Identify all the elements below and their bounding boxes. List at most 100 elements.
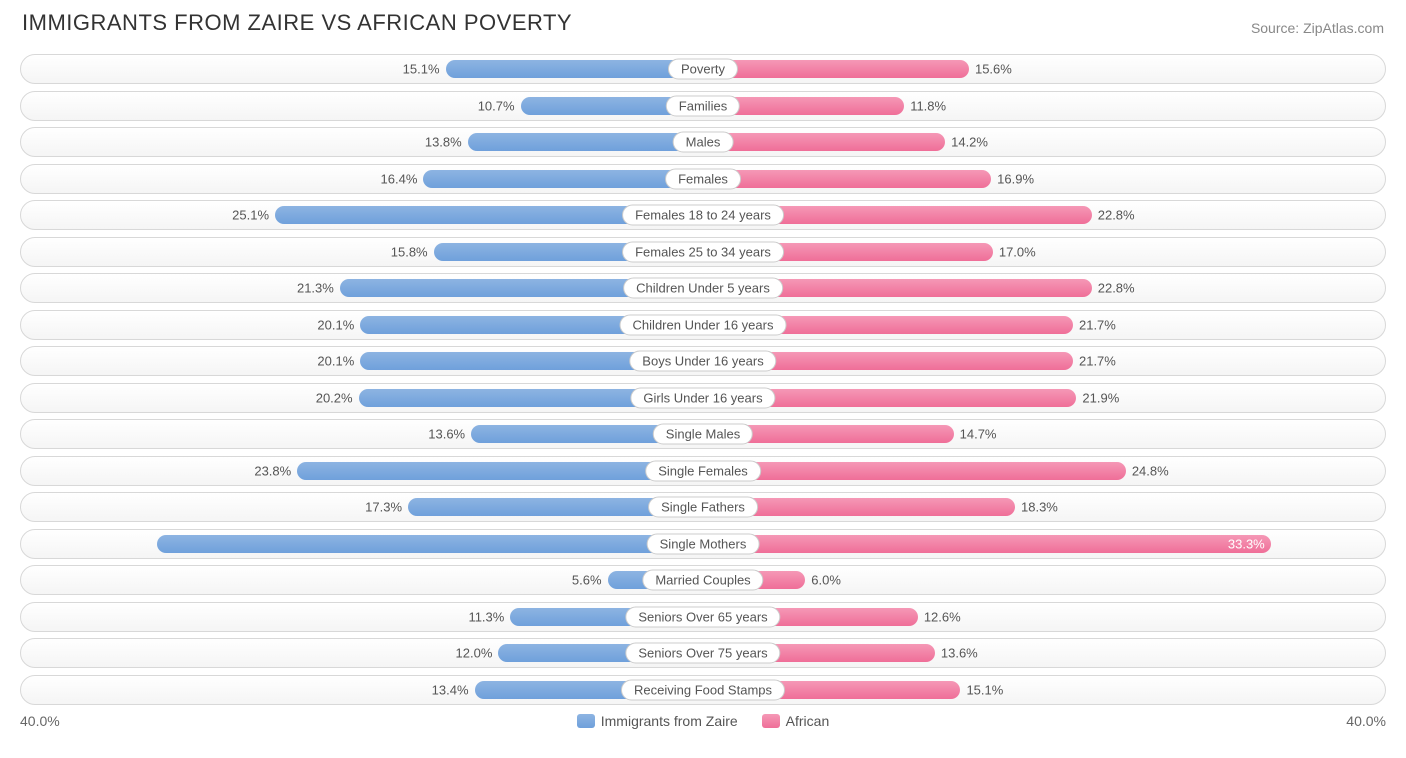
value-right: 12.6%: [918, 609, 961, 624]
bar-right: 33.3%: [703, 535, 1271, 553]
legend-swatch-pink: [762, 714, 780, 728]
value-right: 15.1%: [960, 682, 1003, 697]
chart-row: 11.3% 12.6% Seniors Over 65 years: [20, 602, 1386, 632]
bar-track-right: 15.6%: [703, 55, 1385, 83]
category-label: Receiving Food Stamps: [621, 679, 785, 700]
chart-row: 17.3% 18.3% Single Fathers: [20, 492, 1386, 522]
value-left: 12.0%: [456, 646, 499, 661]
value-left: 13.4%: [432, 682, 475, 697]
value-right: 24.8%: [1126, 463, 1169, 478]
bar-left: 16.4%: [423, 170, 703, 188]
bar-track-left: 5.6%: [21, 566, 703, 594]
bar-track-right: 6.0%: [703, 566, 1385, 594]
bar-track-left: 11.3%: [21, 603, 703, 631]
diverging-bar-chart: 15.1%15.6%Poverty10.7%11.8%Families13.8%…: [20, 54, 1386, 705]
bar-track-right: 16.9%: [703, 165, 1385, 193]
chart-row: 5.6% 6.0% Married Couples: [20, 565, 1386, 595]
value-left: 15.1%: [403, 62, 446, 77]
chart-title: IMMIGRANTS FROM ZAIRE VS AFRICAN POVERTY: [22, 10, 572, 36]
legend-swatch-blue: [577, 714, 595, 728]
value-left: 20.1%: [317, 354, 360, 369]
value-right: 14.2%: [945, 135, 988, 150]
bar-track-left: 21.3%: [21, 274, 703, 302]
value-right: 21.7%: [1073, 317, 1116, 332]
chart-row: 20.1% 21.7% Boys Under 16 years: [20, 346, 1386, 376]
value-right: 21.7%: [1073, 354, 1116, 369]
category-label: Children Under 16 years: [620, 314, 787, 335]
legend-label-right: African: [786, 713, 830, 729]
bar-track-left: 20.1%: [21, 311, 703, 339]
value-left: 10.7%: [478, 98, 521, 113]
axis-max-left: 40.0%: [20, 713, 60, 729]
bar-track-right: 13.6%: [703, 639, 1385, 667]
bar-track-left: 13.8%: [21, 128, 703, 156]
value-left: 20.1%: [317, 317, 360, 332]
chart-row: 15.1% 15.6% Poverty: [20, 54, 1386, 84]
bar-track-left: 13.6%: [21, 420, 703, 448]
value-right: 33.3%: [1228, 536, 1265, 551]
legend-label-left: Immigrants from Zaire: [601, 713, 738, 729]
value-left: 13.8%: [425, 135, 468, 150]
bar-track-right: 14.7%: [703, 420, 1385, 448]
bar-left: 15.1%: [446, 60, 703, 78]
category-label: Single Males: [653, 424, 753, 445]
category-label: Females 18 to 24 years: [622, 205, 784, 226]
bar-track-right: 21.7%: [703, 311, 1385, 339]
chart-row: 13.4% 15.1% Receiving Food Stamps: [20, 675, 1386, 705]
value-right: 15.6%: [969, 62, 1012, 77]
legend: Immigrants from Zaire African: [577, 713, 830, 729]
bar-track-left: 15.1%: [21, 55, 703, 83]
bar-track-right: 15.1%: [703, 676, 1385, 704]
chart-header: IMMIGRANTS FROM ZAIRE VS AFRICAN POVERTY…: [20, 10, 1386, 36]
value-right: 6.0%: [805, 573, 841, 588]
chart-row: 25.1% 22.8% Females 18 to 24 years: [20, 200, 1386, 230]
bar-right: 14.2%: [703, 133, 945, 151]
legend-item-right: African: [762, 713, 830, 729]
category-label: Seniors Over 75 years: [625, 643, 780, 664]
bar-track-left: 32.0%: [21, 530, 703, 558]
chart-row: 15.8%17.0%Females 25 to 34 years: [20, 237, 1386, 267]
chart-row: 32.0%33.3%Single Mothers: [20, 529, 1386, 559]
value-right: 18.3%: [1015, 500, 1058, 515]
category-label: Seniors Over 65 years: [625, 606, 780, 627]
category-label: Boys Under 16 years: [629, 351, 776, 372]
bar-track-right: 11.8%: [703, 92, 1385, 120]
category-label: Single Females: [645, 460, 761, 481]
axis-max-right: 40.0%: [1346, 713, 1386, 729]
bar-track-left: 20.1%: [21, 347, 703, 375]
value-right: 16.9%: [991, 171, 1034, 186]
chart-row: 13.6%14.7%Single Males: [20, 419, 1386, 449]
bar-track-left: 10.7%: [21, 92, 703, 120]
bar-track-left: 15.8%: [21, 238, 703, 266]
chart-row: 13.8%14.2%Males: [20, 127, 1386, 157]
bar-track-right: 24.8%: [703, 457, 1385, 485]
category-label: Single Fathers: [648, 497, 758, 518]
bar-track-left: 25.1%: [21, 201, 703, 229]
chart-row: 20.2%21.9%Girls Under 16 years: [20, 383, 1386, 413]
bar-track-right: 22.8%: [703, 201, 1385, 229]
bar-track-right: 18.3%: [703, 493, 1385, 521]
chart-row: 12.0% 13.6% Seniors Over 75 years: [20, 638, 1386, 668]
bar-track-right: 22.8%: [703, 274, 1385, 302]
bar-right: 24.8%: [703, 462, 1126, 480]
bar-track-right: 33.3%: [703, 530, 1385, 558]
bar-track-right: 21.9%: [703, 384, 1385, 412]
category-label: Girls Under 16 years: [630, 387, 775, 408]
value-left: 11.3%: [468, 609, 510, 624]
value-right: 22.8%: [1092, 208, 1135, 223]
chart-row: 16.4%16.9%Females: [20, 164, 1386, 194]
chart-footer: 40.0% Immigrants from Zaire African 40.0…: [20, 713, 1386, 729]
category-label: Married Couples: [642, 570, 763, 591]
bar-track-left: 13.4%: [21, 676, 703, 704]
bar-track-right: 14.2%: [703, 128, 1385, 156]
bar-track-left: 17.3%: [21, 493, 703, 521]
value-left: 17.3%: [365, 500, 408, 515]
category-label: Poverty: [668, 59, 738, 80]
bar-track-right: 21.7%: [703, 347, 1385, 375]
category-label: Males: [673, 132, 734, 153]
value-right: 13.6%: [935, 646, 978, 661]
chart-row: 10.7%11.8%Families: [20, 91, 1386, 121]
bar-track-right: 17.0%: [703, 238, 1385, 266]
category-label: Females 25 to 34 years: [622, 241, 784, 262]
chart-row: 21.3%22.8%Children Under 5 years: [20, 273, 1386, 303]
